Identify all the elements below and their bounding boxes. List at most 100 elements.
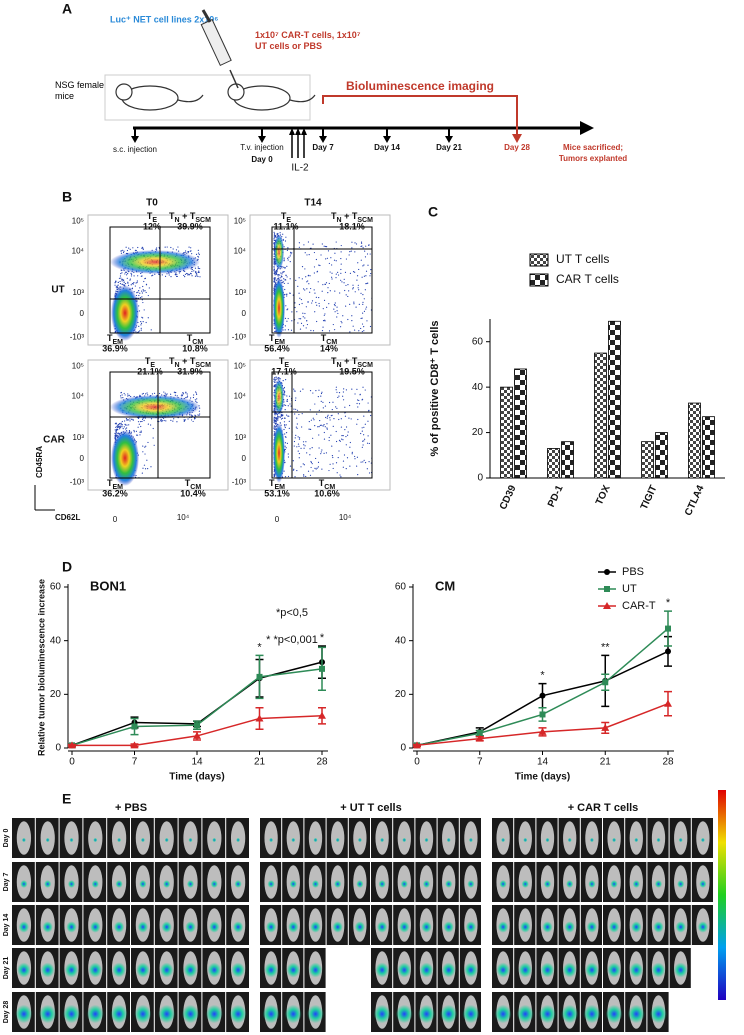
gate-label: TEM	[107, 478, 123, 491]
signal	[207, 962, 222, 978]
event-dot	[298, 303, 301, 306]
event-dot	[364, 462, 367, 464]
event-dot	[328, 469, 330, 472]
event-dot	[305, 276, 307, 278]
mice-text: NSG female mice	[55, 80, 105, 101]
y-tick-label: 10⁴	[72, 247, 85, 256]
signal	[540, 962, 555, 978]
event-dot	[301, 426, 303, 428]
y-axis-label: % of positive CD8⁺ T cells	[429, 320, 441, 456]
event-dot	[327, 287, 329, 289]
event-dot	[280, 418, 283, 420]
event-dot	[345, 444, 347, 446]
event-dot	[360, 327, 362, 330]
density	[274, 379, 284, 415]
event-dot	[158, 420, 160, 423]
event-dot	[335, 462, 338, 464]
event-dot	[360, 432, 362, 435]
event-dot	[192, 396, 195, 399]
gate-label-part: N	[175, 362, 180, 369]
signal	[236, 837, 241, 843]
event-dot	[312, 437, 314, 439]
event-dot	[121, 394, 123, 396]
event-dot	[194, 391, 197, 393]
event-dot	[307, 275, 309, 277]
event-dot	[283, 278, 285, 280]
significance: *	[540, 670, 545, 682]
signal	[561, 1004, 579, 1024]
signal	[182, 1004, 199, 1024]
event-dot	[354, 458, 356, 460]
event-dot	[150, 329, 152, 331]
event-dot	[322, 320, 325, 322]
row-label: Day 14	[3, 914, 10, 937]
event-dot	[297, 450, 299, 452]
event-dot	[314, 292, 316, 294]
signal	[443, 921, 454, 933]
signal	[112, 962, 126, 978]
event-dot	[183, 274, 185, 277]
event-dot	[312, 243, 314, 245]
event-dot	[302, 463, 304, 465]
event-dot	[273, 378, 275, 380]
event-dot	[121, 424, 123, 426]
event-dot	[123, 281, 125, 283]
event-dot	[194, 267, 197, 269]
event-dot	[123, 279, 125, 281]
x-tick-label: TOX	[594, 483, 613, 506]
event-dot	[284, 425, 286, 427]
gate-percent: 36.9%	[102, 343, 128, 353]
event-dot	[151, 393, 154, 395]
event-dot	[368, 461, 370, 463]
row-label: Day 0	[3, 829, 10, 848]
event-dot	[275, 273, 278, 275]
event-dot	[130, 431, 132, 433]
event-dot	[116, 285, 118, 287]
gate-label-part: CM	[326, 339, 337, 346]
axis-arrows	[34, 485, 55, 511]
event-dot	[304, 445, 306, 447]
event-dot	[273, 427, 275, 429]
event-dot	[141, 420, 143, 423]
event-dot	[342, 391, 344, 393]
signal	[308, 962, 323, 978]
event-dot	[362, 294, 364, 296]
x-axis-label: Time (days)	[515, 772, 570, 783]
event-dot	[285, 379, 287, 381]
event-dot	[284, 433, 286, 435]
event-dot	[283, 428, 285, 431]
point	[665, 648, 671, 655]
event-dot	[288, 427, 290, 429]
event-dot	[345, 284, 347, 287]
event-dot	[283, 270, 285, 273]
event-dot	[360, 259, 362, 261]
event-dot	[297, 285, 299, 287]
event-dot	[115, 431, 117, 434]
gate-percent: 19.5%	[339, 366, 365, 376]
event-dot	[139, 287, 141, 289]
event-dot	[326, 427, 328, 429]
event-dot	[297, 322, 299, 324]
signal	[677, 880, 685, 888]
event-dot	[160, 420, 162, 422]
event-dot	[326, 415, 329, 417]
event-dot	[274, 330, 276, 333]
y-tick-label: -10³	[70, 477, 85, 486]
gate-label: TEM	[269, 333, 285, 346]
event-dot	[290, 405, 292, 407]
event-dot	[365, 308, 367, 310]
event-dot	[170, 246, 172, 249]
row-label: CAR	[43, 435, 65, 446]
legend-marker	[603, 602, 611, 609]
event-dot	[199, 267, 201, 270]
event-dot	[331, 408, 333, 411]
event-dot	[290, 253, 292, 255]
event-dot	[349, 303, 351, 305]
timeline-label: T.v. injection	[240, 143, 283, 152]
event-dot	[357, 287, 359, 289]
event-dot	[173, 418, 175, 420]
gate-label-part: T	[169, 211, 175, 221]
event-dot	[369, 253, 371, 255]
event-dot	[333, 329, 336, 331]
event-dot	[189, 250, 191, 252]
